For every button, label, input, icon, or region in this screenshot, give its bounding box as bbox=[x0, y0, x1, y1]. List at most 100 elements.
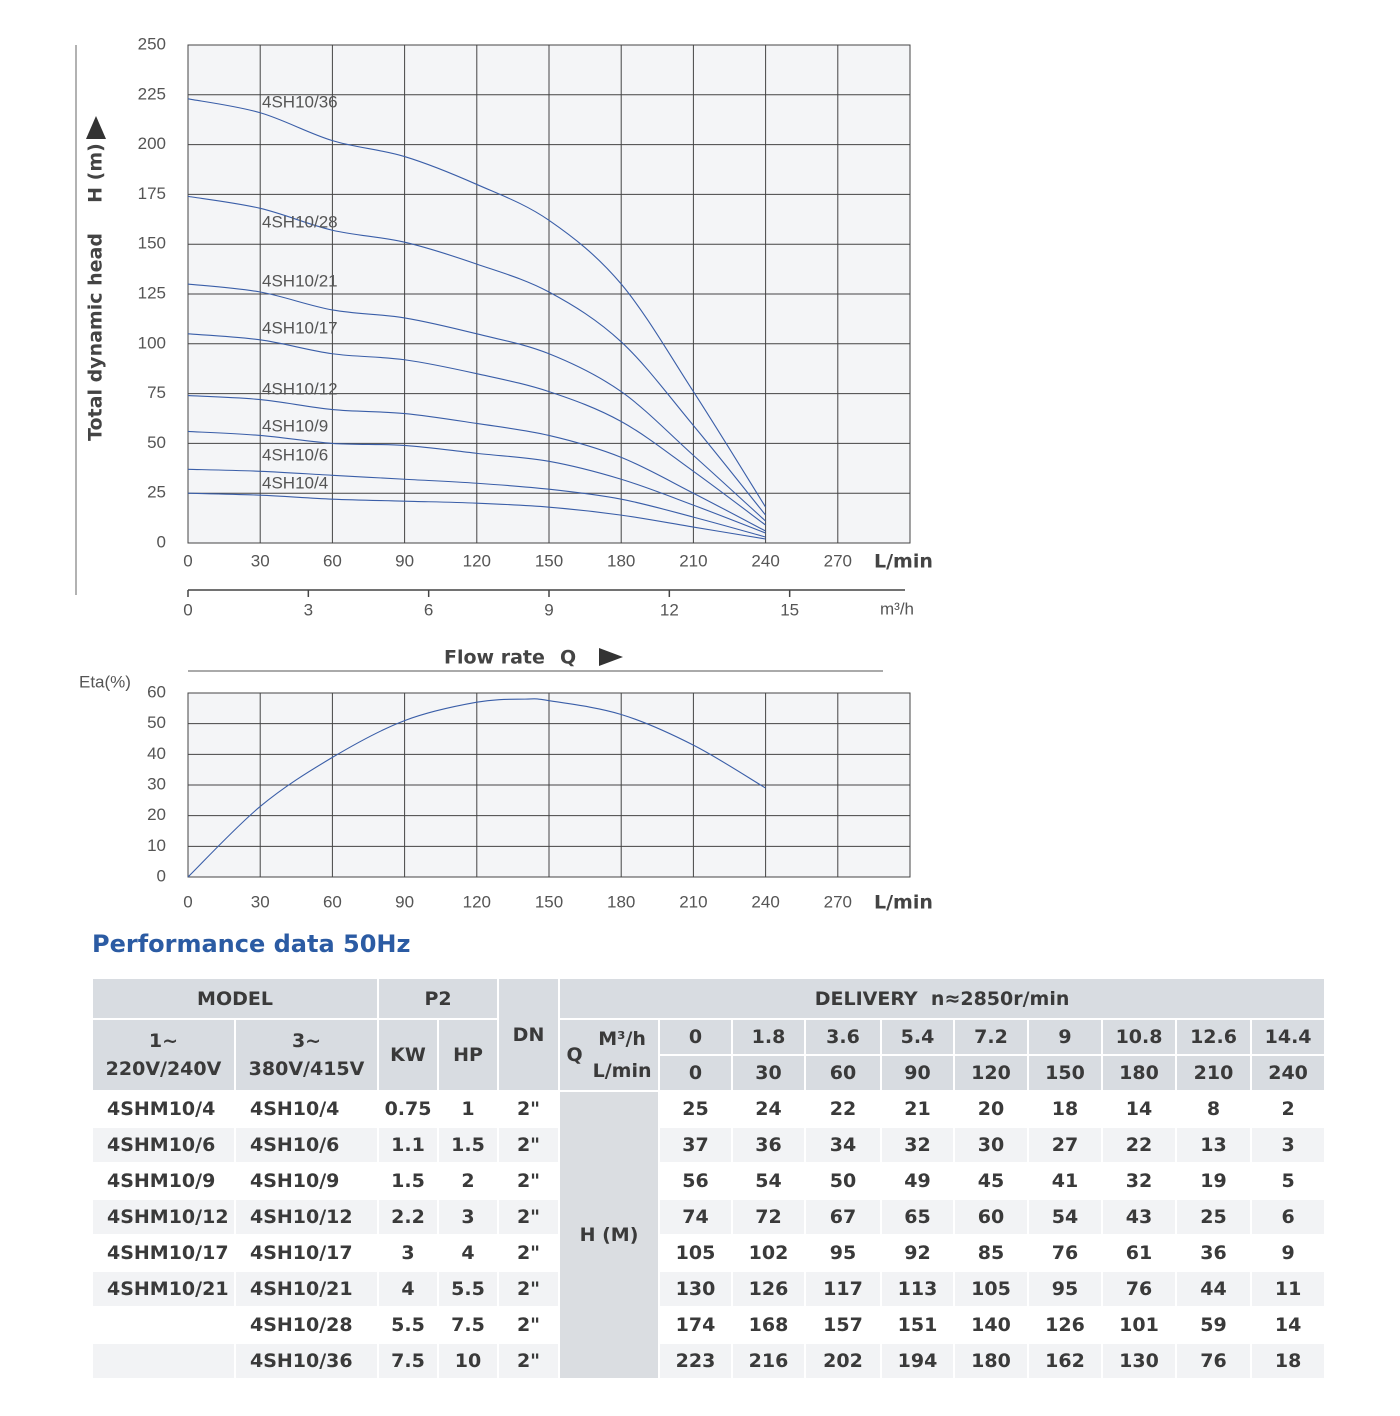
header-cell: 30 bbox=[731, 1054, 807, 1092]
table-cell: 49 bbox=[880, 1162, 956, 1200]
table-cell: 126 bbox=[1027, 1306, 1104, 1344]
table-cell: 37 bbox=[658, 1126, 734, 1164]
x-tick-label: 120 bbox=[463, 892, 491, 911]
table-cell: 36 bbox=[731, 1126, 807, 1164]
table-cell: 6 bbox=[1250, 1198, 1327, 1236]
table-cell: 4SH10/36 bbox=[233, 1342, 380, 1380]
curve bbox=[187, 468, 766, 538]
units: M³/h L/min bbox=[593, 1028, 652, 1082]
table-cell: 130 bbox=[658, 1270, 734, 1308]
table-cell: 54 bbox=[1027, 1198, 1104, 1236]
table-cell: 41 bbox=[1027, 1162, 1104, 1200]
x2-tick-label: 15 bbox=[780, 600, 799, 619]
table-cell: 4SHM10/9 bbox=[91, 1162, 236, 1200]
table-cell: 105 bbox=[658, 1234, 734, 1272]
y-axis-label: Total dynamic head bbox=[85, 233, 107, 441]
table-cell: 2 bbox=[437, 1162, 500, 1200]
y-tick-label: 50 bbox=[147, 713, 166, 732]
x2-tick-label: 0 bbox=[183, 600, 192, 619]
table-cell: 18 bbox=[1250, 1342, 1327, 1380]
table-cell: 24 bbox=[731, 1090, 807, 1128]
table-cell: 102 bbox=[731, 1234, 807, 1272]
table-row: 4SH10/36 7.5 10 2" 223 216 202 194 180 162 130 76 18 bbox=[91, 1342, 1327, 1380]
header-cell: KW bbox=[377, 1018, 440, 1092]
table-row: 4SHM10/9 4SH10/9 1.5 2 2" 56 54 50 49 45 41 32 19 5 bbox=[91, 1162, 1327, 1200]
y-tick-label: 0 bbox=[157, 532, 166, 551]
table-cell: 101 bbox=[1101, 1306, 1178, 1344]
table-cell: 1.5 bbox=[377, 1162, 440, 1200]
curve bbox=[187, 698, 766, 878]
table-row: 4SH10/28 5.5 7.5 2" 174 168 157 151 140 126 101 59 1… bbox=[91, 1306, 1327, 1344]
y-tick-label: 50 bbox=[147, 433, 166, 452]
table-cell: 9 bbox=[1250, 1234, 1327, 1272]
x-tick-label: 210 bbox=[679, 551, 707, 570]
cell-line: 3~ bbox=[291, 1030, 322, 1052]
table-cell: 7.5 bbox=[437, 1306, 500, 1344]
cell-line: 380V/415V bbox=[248, 1058, 365, 1080]
x-tick-label: 60 bbox=[323, 551, 342, 570]
table-cell: 4SH10/21 bbox=[233, 1270, 380, 1308]
table-cell: 56 bbox=[658, 1162, 734, 1200]
x-tick-label: 60 bbox=[323, 892, 342, 911]
table-cell: 2" bbox=[497, 1342, 561, 1380]
table-cell: 43 bbox=[1101, 1198, 1178, 1236]
x2-tick-label: 9 bbox=[544, 600, 553, 619]
table-cell: 76 bbox=[1175, 1342, 1253, 1380]
flow-symbol: Q bbox=[560, 647, 576, 669]
x-tick-label: 210 bbox=[679, 892, 707, 911]
curve bbox=[187, 492, 766, 540]
header-cell: 9 bbox=[1027, 1018, 1104, 1056]
table-cell: 157 bbox=[804, 1306, 883, 1344]
x-tick-label: 120 bbox=[463, 551, 491, 570]
y-tick-label: 60 bbox=[147, 682, 166, 701]
header-cell: 120 bbox=[953, 1054, 1030, 1092]
x-tick-label: 180 bbox=[607, 551, 635, 570]
header-cell: MODEL bbox=[90, 977, 380, 1020]
table-cell: 223 bbox=[658, 1342, 734, 1380]
table-cell: 14 bbox=[1250, 1306, 1327, 1344]
section-title: Performance data 50Hz bbox=[92, 930, 411, 958]
table-cell: 50 bbox=[804, 1162, 883, 1200]
flow-label: Flow rate bbox=[444, 647, 545, 669]
table-cell: 2" bbox=[497, 1162, 561, 1200]
table-cell: 4SH10/28 bbox=[233, 1306, 380, 1344]
table-cell: 2" bbox=[497, 1270, 561, 1308]
table-row: 4SHM10/6 4SH10/6 1.1 1.5 2" 37 36 34 32 30 27 22 13 3 bbox=[91, 1126, 1327, 1164]
table-cell: 60 bbox=[953, 1198, 1030, 1236]
table-cell: 1.1 bbox=[377, 1126, 440, 1164]
table-cell: 67 bbox=[804, 1198, 883, 1236]
x-tick-label: 240 bbox=[751, 892, 779, 911]
table-cell: 22 bbox=[1101, 1126, 1178, 1164]
header-cell: 150 bbox=[1027, 1054, 1104, 1092]
y-tick-label: 10 bbox=[147, 836, 166, 855]
table-row: 4SHM10/17 4SH10/17 3 4 2" 105 102 95 92 85 76 61 36 9 bbox=[91, 1234, 1327, 1272]
curve bbox=[187, 98, 767, 508]
y-tick-label: 75 bbox=[147, 383, 166, 402]
table-cell: 2" bbox=[497, 1234, 561, 1272]
table-cell: 76 bbox=[1027, 1234, 1104, 1272]
table-cell: 5.5 bbox=[437, 1270, 500, 1308]
table-cell: 21 bbox=[880, 1090, 956, 1128]
table-cell: 4SHM10/6 bbox=[91, 1126, 236, 1164]
header-cell: DN bbox=[497, 977, 561, 1092]
y-axis-label: Eta(%) bbox=[79, 672, 131, 691]
table-row: 4SHM10/21 4SH10/21 4 5.5 2" 130 126 117 113 105 95… bbox=[91, 1270, 1327, 1308]
cell-line: 1~ bbox=[148, 1030, 179, 1052]
table-cell: 4SH10/6 bbox=[233, 1126, 380, 1164]
table-cell: 72 bbox=[731, 1198, 807, 1236]
table-cell: 18 bbox=[1027, 1090, 1104, 1128]
y-axis-unit: H (m) bbox=[85, 143, 107, 203]
curve bbox=[187, 283, 766, 522]
curve-label: 4SH10/21 bbox=[262, 271, 338, 290]
table-cell: 4SHM10/12 bbox=[91, 1198, 236, 1236]
header-cell: 7.2 bbox=[953, 1018, 1030, 1056]
x2-tick-label: 3 bbox=[304, 600, 313, 619]
table-cell: 4SH10/4 bbox=[233, 1090, 380, 1128]
table-cell: 117 bbox=[804, 1270, 883, 1308]
table-cell: 19 bbox=[1175, 1162, 1253, 1200]
table-cell bbox=[91, 1342, 236, 1380]
unit: L/min bbox=[592, 1060, 652, 1082]
table-cell: 1 bbox=[437, 1090, 500, 1128]
table-cell: 151 bbox=[880, 1306, 956, 1344]
